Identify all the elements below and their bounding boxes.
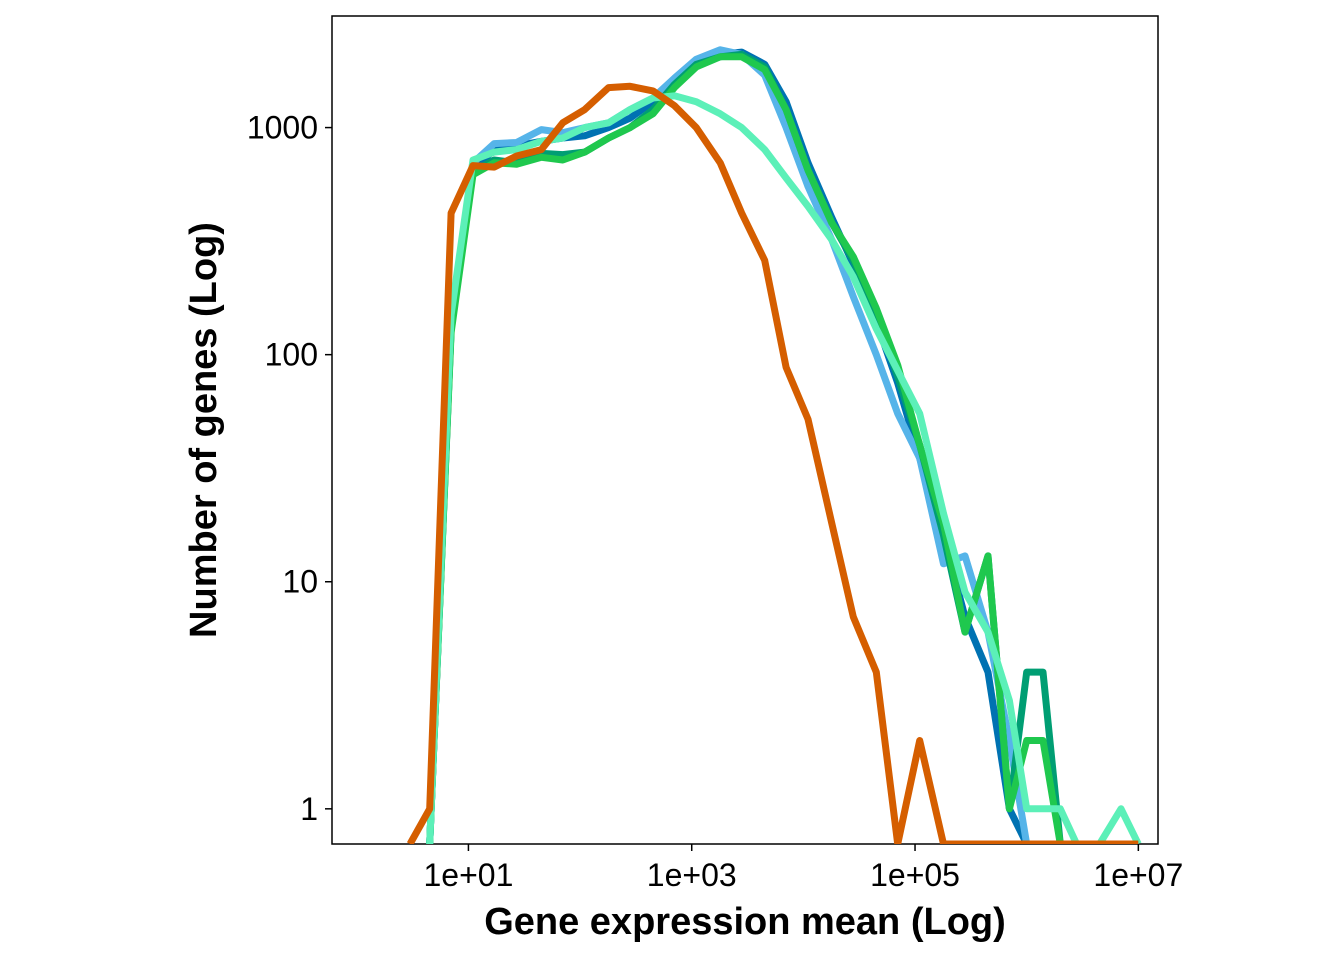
- y-tick-label: 1: [300, 791, 318, 827]
- x-axis-title: Gene expression mean (Log): [484, 901, 1006, 943]
- plot-panel: [331, 15, 1159, 845]
- y-tick-label: 100: [265, 337, 318, 373]
- x-axis: 1e+01 1e+03 1e+05 1e+07: [423, 844, 1183, 893]
- x-tick-label: 1e+01: [423, 857, 513, 893]
- y-axis: 1 10 100 1000: [247, 110, 332, 827]
- series-line-4: [426, 53, 1064, 844]
- series-line-6: [406, 82, 1139, 844]
- y-tick-label: 10: [282, 564, 318, 600]
- x-tick-label: 1e+03: [647, 857, 737, 893]
- y-tick-label: 1000: [247, 110, 318, 146]
- x-tick-label: 1e+05: [870, 857, 960, 893]
- y-axis-title: Number of genes (Log): [183, 222, 225, 638]
- series-layer: [406, 46, 1142, 844]
- x-tick-label: 1e+07: [1093, 857, 1183, 893]
